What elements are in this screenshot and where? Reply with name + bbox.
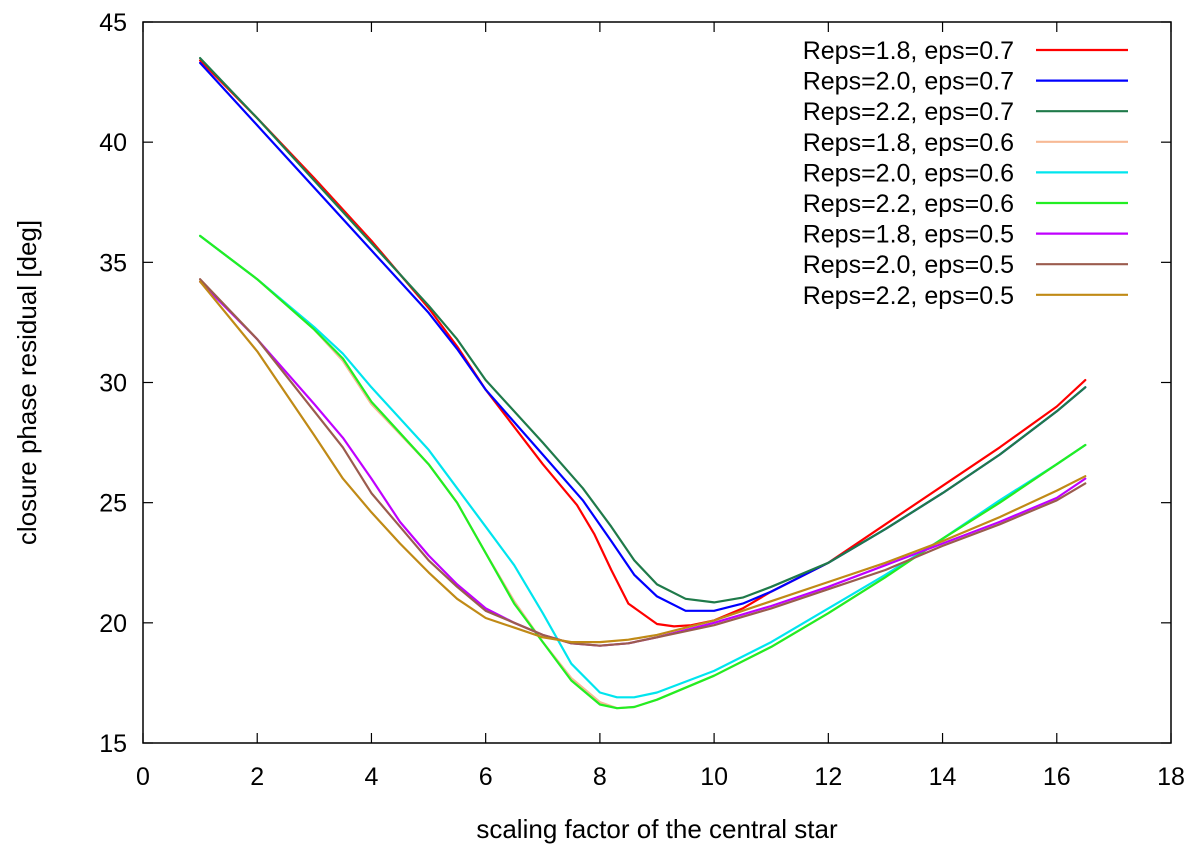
x-tick-label: 14	[929, 763, 957, 791]
x-tick-label: 4	[364, 763, 378, 791]
series-line-9	[199, 280, 1087, 644]
legend-label: Reps=1.8, eps=0.7	[803, 37, 1014, 65]
x-tick-label: 18	[1157, 763, 1185, 791]
legend-label: Reps=1.8, eps=0.5	[803, 221, 1014, 249]
x-tick-label: 6	[479, 763, 493, 791]
ticks-layer: 0 2 4 6 8 10 12 14 16 18 15 20 25 30 35 40 45	[99, 9, 1185, 791]
legend-label: Reps=1.8, eps=0.6	[803, 129, 1014, 157]
x-tick-label: 16	[1043, 763, 1071, 791]
series-layer	[199, 56, 1087, 710]
x-tick-label: 0	[136, 763, 150, 791]
y-tick-label: 45	[99, 9, 127, 37]
x-tick-label: 8	[593, 763, 607, 791]
x-tick-label: 2	[250, 763, 264, 791]
series-line-3	[199, 56, 1087, 604]
y-tick-label: 15	[99, 730, 127, 758]
x-tick-label: 12	[814, 763, 842, 791]
legend-label: Reps=2.2, eps=0.6	[803, 190, 1014, 218]
y-tick-label: 25	[99, 490, 127, 518]
series-line-8	[199, 278, 1087, 647]
y-axis-label: closure phase residual [deg]	[12, 220, 42, 545]
legend-label: Reps=2.2, eps=0.7	[803, 98, 1014, 126]
legend-label: Reps=2.0, eps=0.6	[803, 159, 1014, 187]
legend-label: Reps=2.0, eps=0.7	[803, 68, 1014, 96]
series-line-6	[199, 234, 1087, 710]
legend-label: Reps=2.2, eps=0.5	[803, 282, 1014, 310]
x-tick-label: 10	[700, 763, 728, 791]
y-tick-label: 20	[99, 610, 127, 638]
legend-label: Reps=2.0, eps=0.5	[803, 251, 1014, 279]
y-tick-label: 30	[99, 370, 127, 398]
x-axis-label: scaling factor of the central star	[476, 814, 838, 844]
y-tick-label: 40	[99, 129, 127, 157]
y-tick-label: 35	[99, 249, 127, 277]
